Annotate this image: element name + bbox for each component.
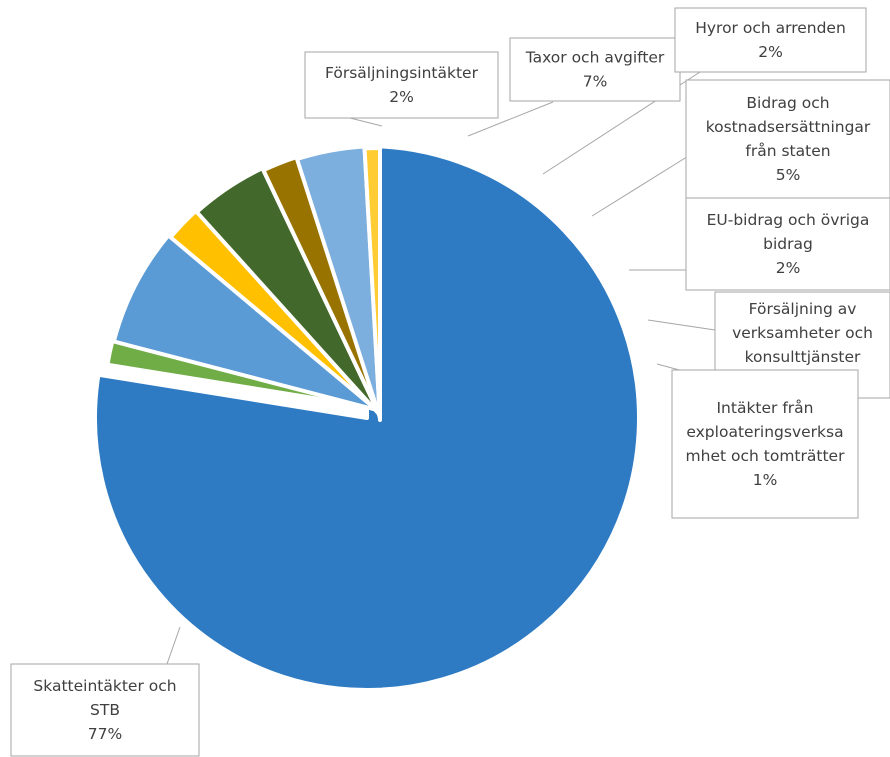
data-label-box [304, 51, 499, 119]
slice-percent-label: 77% [88, 725, 122, 743]
slice-category-label: Bidrag och [746, 94, 829, 112]
leader-line-3 [467, 101, 554, 137]
data-label-box [685, 197, 890, 291]
slice-category-label: kostnadsersättningar [706, 118, 871, 136]
pie-slice-8 [362, 146, 382, 422]
slice-category-label: Taxor och avgifter [525, 49, 665, 67]
slice-category-label: Försäljning av [749, 300, 857, 318]
slice-category-label: mhet och tomträtter [686, 447, 846, 465]
data-label-1: Skatteintäkter och STB 77% [10, 663, 200, 757]
leader-line-1 [166, 626, 181, 665]
data-label-box [671, 369, 859, 519]
slice-category-label: bidrag [763, 235, 813, 253]
data-label-6: EU-bidrag och övriga bidrag 2% [685, 197, 890, 291]
slice-category-label: STB [90, 701, 120, 719]
slice-category-label: EU-bidrag och övriga [707, 211, 870, 229]
data-label-5: Bidrag och kostnadsersättningar från state… [685, 79, 890, 199]
data-label-box [674, 7, 867, 73]
leader-line-5 [591, 154, 691, 217]
slice-category-label: Hyror och arrenden [695, 19, 846, 37]
slice-percent-label: 2% [389, 88, 414, 106]
pie-slice-1 [93, 144, 641, 692]
leader-line-7 [647, 319, 716, 331]
pie-slice-5 [194, 166, 381, 416]
slice-category-label: Intäkter från [716, 399, 813, 417]
slice-percent-label: 7% [583, 73, 608, 91]
data-label-8: Intäkter från exploateringsverksa mhet och… [671, 369, 859, 519]
data-label-box [509, 37, 681, 102]
slice-category-label: exploateringsverksa [686, 423, 843, 441]
pie-slice-3 [111, 233, 379, 412]
slice-percent-label: 5% [776, 166, 801, 184]
slice-category-label: konsulttjänster [745, 348, 861, 366]
slice-percent-label: 2% [776, 259, 801, 277]
data-label-4: Hyror och arrenden 2% [674, 7, 867, 73]
data-label-3: Taxor och avgifter 7% [509, 37, 681, 102]
leader-line-2 [349, 117, 383, 127]
slice-percent-label: 2% [758, 43, 783, 61]
data-label-box [10, 663, 200, 757]
data-label-2: Försäljningsintäkter 2% [304, 51, 499, 119]
slice-category-label: Försäljningsintäkter [325, 64, 479, 82]
slice-category-label: verksamheter och [732, 324, 873, 342]
slice-category-label: från staten [745, 142, 830, 160]
slice-category-label: Skatteintäkter och [33, 677, 176, 695]
slice-percent-label: 1% [753, 471, 778, 489]
